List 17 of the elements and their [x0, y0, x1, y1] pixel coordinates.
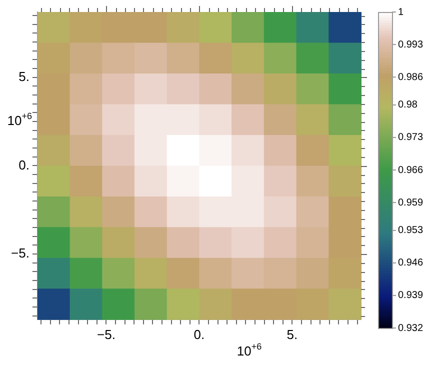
- color-bar-label: 0.932: [398, 322, 424, 334]
- color-bar-label: 0.986: [398, 72, 424, 83]
- color-bar-label: 0.973: [398, 132, 424, 144]
- color-bar-label: 0.959: [398, 197, 424, 208]
- x-tick-label: 5.: [286, 326, 298, 342]
- color-bar-label: 1: [398, 6, 404, 18]
- color-bar-label: 0.939: [398, 290, 424, 302]
- y-tick-label: 5.: [18, 68, 30, 84]
- color-bar-label: 0.98: [398, 100, 418, 111]
- color-bar-label: 0.993: [398, 39, 424, 50]
- color-bar-label: 0.953: [398, 225, 424, 236]
- x-tick-label: −5.: [97, 326, 116, 342]
- y-tick-label: −5.: [10, 246, 30, 261]
- x-tick-label: 0.: [194, 326, 205, 342]
- color-bar-label: 0.966: [398, 164, 424, 176]
- y-tick-label: 0.: [18, 157, 30, 172]
- color-bar-label: 0.946: [398, 258, 424, 269]
